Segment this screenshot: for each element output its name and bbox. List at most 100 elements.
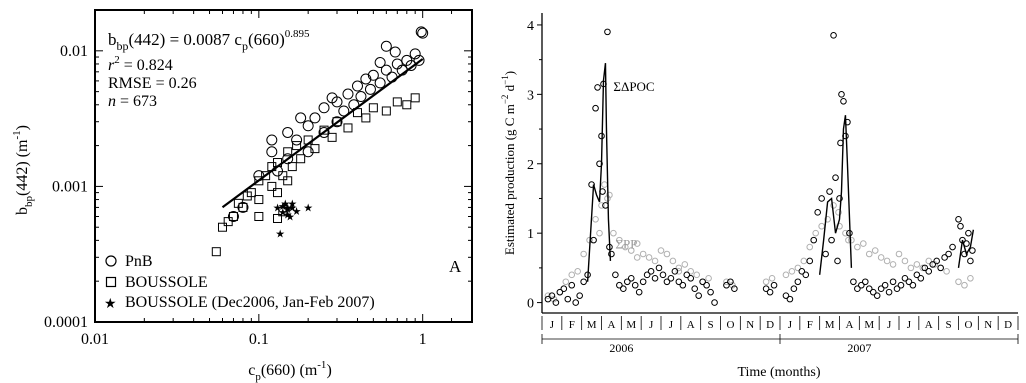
- pnb-point: [318, 102, 330, 114]
- pp-point: [812, 229, 820, 237]
- month-label: N: [746, 319, 754, 331]
- pnb-point: [380, 64, 392, 76]
- boussole-winter-point: ★: [287, 202, 297, 214]
- boussole-point: [402, 100, 412, 110]
- pp-point: [622, 243, 629, 251]
- pnb-point: [318, 126, 330, 138]
- poc-point: [877, 285, 885, 293]
- poc-point: [949, 243, 956, 251]
- pnb-point: [351, 80, 363, 92]
- plot-frame-a: [94, 9, 473, 323]
- pp-point: [955, 278, 962, 286]
- month-label: S: [946, 319, 952, 331]
- pp-point: [768, 274, 776, 282]
- poc-point: [834, 257, 841, 265]
- poc-point: [606, 243, 613, 251]
- series-annotation: ΣΔPOC: [613, 79, 654, 94]
- poc-point: [889, 278, 897, 286]
- poc-point: [643, 271, 651, 279]
- boussole-point: [283, 176, 293, 186]
- poc-point: [828, 236, 835, 244]
- pp-point: [544, 292, 552, 299]
- poc-point: [842, 132, 849, 140]
- poc-point: [576, 292, 583, 299]
- pnb-point: [331, 116, 343, 128]
- svg-text:bbp(442) = 0.0087 cp(660)0.89: bbp(442) = 0.0087 cp(660)0.895: [108, 28, 310, 53]
- pp-point: [788, 268, 796, 275]
- boussole-point: [211, 247, 221, 257]
- month-label: J: [649, 319, 654, 331]
- equation-annotation: bbp(442) = 0.0087 cp(660)0.895: [108, 28, 310, 53]
- series-annotations: ΣΔPOC ΣPP: [613, 79, 654, 252]
- month-label: O: [964, 319, 972, 331]
- fit-statistics: r2 = 0.824 RMSE = 0.26 n = 673: [108, 54, 197, 110]
- poc-point: [945, 250, 952, 258]
- boussole-point: [217, 222, 227, 232]
- poc-point: [963, 240, 970, 247]
- poc-point: [596, 160, 603, 168]
- x-axis-label-b: Time (months): [737, 365, 820, 380]
- poc-point: [937, 264, 944, 272]
- pp-point: [854, 243, 861, 251]
- poc-point: [727, 278, 734, 286]
- pp-point: [794, 264, 802, 272]
- month-label: M: [825, 319, 835, 331]
- poc-point: [913, 271, 921, 279]
- poc-point: [861, 278, 869, 286]
- poc-point: [826, 188, 833, 195]
- poc-point: [941, 254, 948, 261]
- month-label: A: [925, 319, 933, 331]
- month-label: F: [569, 319, 575, 331]
- pp-point: [782, 271, 790, 279]
- month-label: J: [669, 319, 674, 331]
- poc-point: [830, 32, 837, 39]
- pp-point: [627, 247, 635, 254]
- pnb-point: [355, 91, 367, 103]
- poc-point: [806, 257, 814, 265]
- pp-point: [865, 250, 873, 258]
- pnb-point: [415, 26, 427, 38]
- poc-point: [810, 236, 818, 244]
- pp-point: [675, 268, 683, 275]
- month-label: J: [788, 319, 793, 331]
- poc-point: [933, 257, 940, 265]
- pp-point: [596, 229, 603, 237]
- boussole-point: [310, 144, 320, 154]
- boussole-point: [278, 207, 288, 217]
- pp-point: [606, 191, 613, 199]
- pp-point: [919, 264, 927, 272]
- month-label: J: [907, 319, 912, 331]
- pnb-point: [295, 112, 307, 124]
- boussole-point: [261, 171, 271, 181]
- boussole-winter-point: ★: [275, 228, 285, 240]
- poc-point: [552, 299, 560, 306]
- poc-point: [850, 278, 857, 286]
- poc-point: [592, 104, 599, 112]
- poc-point: [731, 285, 738, 293]
- month-label: M: [864, 319, 874, 331]
- poc-point: [623, 278, 631, 286]
- poc-line: [957, 229, 975, 268]
- poc-point: [675, 278, 683, 286]
- poc-point: [671, 268, 679, 275]
- pnb-point: [302, 146, 314, 158]
- boussole-point: [254, 195, 264, 205]
- pp-point: [663, 250, 671, 258]
- boussole-point: [254, 211, 264, 221]
- x-tick-label-a: 1: [419, 331, 427, 348]
- y-axis-label-a: bbp(442) (m-1): [11, 125, 35, 215]
- poc-point: [572, 299, 580, 306]
- pp-point: [651, 257, 659, 265]
- pp-point: [818, 222, 825, 230]
- pnb-point: [413, 54, 425, 66]
- boussole-winter-point: ★: [280, 198, 290, 210]
- boussole-winter-point: ★: [303, 202, 313, 214]
- poc-point: [655, 264, 663, 272]
- poc-point: [667, 274, 675, 282]
- pnb-point: [391, 58, 403, 70]
- poc-point: [969, 247, 976, 254]
- month-label: J: [550, 319, 555, 331]
- poc-point: [580, 278, 587, 286]
- pnb-point: [405, 59, 417, 71]
